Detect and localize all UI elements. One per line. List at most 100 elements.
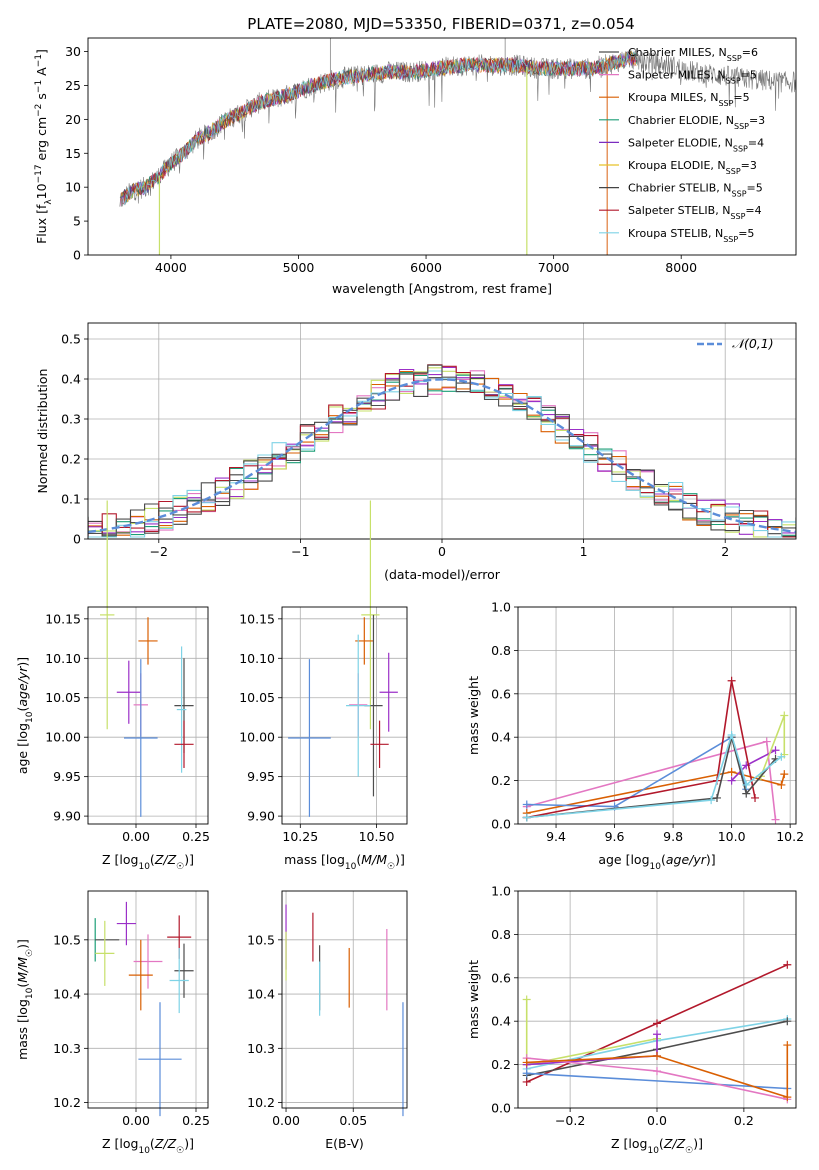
- y-tick-label: 10.15: [239, 611, 275, 626]
- y-axis-label-part: M/M: [15, 957, 30, 983]
- legend-text: Kroupa MILES, N: [628, 91, 718, 104]
- y-tick-label: 0: [73, 532, 81, 547]
- legend-sub: SSP: [733, 144, 748, 153]
- legend-sub: SSP: [734, 121, 749, 130]
- y-axis-label: mass [log10(M/M☉)]: [15, 939, 35, 1060]
- y-tick-label: 10.3: [247, 1041, 275, 1056]
- x-axis-label-part: mass [log: [284, 852, 345, 867]
- y-tick-label: 1.0: [491, 884, 511, 899]
- y-axis-label-part: erg cm: [34, 117, 49, 165]
- x-axis-label-part: 10: [138, 862, 150, 872]
- y-axis-label-part: 10: [25, 987, 35, 999]
- figure-title: PLATE=2080, MJD=53350, FIBERID=0371, z=0…: [247, 15, 634, 33]
- weight-series-1: [526, 771, 786, 814]
- y-tick-label: 0.2: [491, 773, 511, 788]
- y-tick-label: 10.00: [45, 730, 81, 745]
- legend-text: Salpeter STELIB, N: [628, 204, 730, 217]
- legend-text: Salpeter MILES, N: [628, 69, 726, 82]
- legend-text: Chabrier MILES, N: [628, 46, 727, 59]
- x-tick-label: 10.0: [718, 829, 746, 844]
- x-axis-label-part: )]: [184, 852, 194, 867]
- y-tick-label: 0.2: [61, 452, 81, 467]
- spectrum-panel: 4000 5000 6000 7000 8000 0 5 10 15 20 25 30 Chabrier…: [34, 37, 797, 296]
- y-axis-label-part: ]: [34, 49, 49, 54]
- legend-sub: SSP: [730, 212, 745, 221]
- y-axis-label: Flux [fλ10−17 erg cm−2 s−1 A−1]: [34, 49, 54, 244]
- axes-frame: [87, 606, 209, 825]
- x-axis-label-part: Z/Z: [663, 1136, 686, 1151]
- x-tick-label: −2: [150, 544, 168, 559]
- x-tick-label: 0: [438, 544, 446, 559]
- x-axis-label: Z [log10(Z/Z☉)]: [102, 852, 194, 872]
- y-axis-label-part: A: [34, 67, 49, 80]
- legend-text: Chabrier ELODIE, N: [628, 114, 734, 127]
- legend-tail: =5: [747, 182, 763, 195]
- x-tick-label: 0.25: [182, 829, 210, 844]
- weight-marker: [780, 770, 789, 779]
- x-tick-label: 8000: [665, 260, 697, 275]
- y-tick-label: 0.4: [491, 1014, 511, 1029]
- y-tick-label: 0.8: [491, 927, 511, 942]
- age-vs-mass-panel: 10.25 10.50 9.90 9.95 10.00 10.05 10.10 10.15 ma…: [239, 500, 408, 872]
- weight-marker: [783, 1093, 792, 1102]
- y-tick-label: 9.90: [247, 809, 275, 824]
- x-axis-label-part: age [log: [598, 852, 649, 867]
- legend-entry-0: Chabrier MILES, NSSP=6: [628, 46, 758, 63]
- x-axis-label-part: (: [659, 1136, 664, 1151]
- legend-text: Kroupa ELODIE, N: [628, 159, 726, 172]
- axes-frame: [87, 37, 797, 256]
- y-axis-label-part: mass [log: [15, 999, 30, 1060]
- spectrum-model-8: [122, 50, 637, 206]
- y-tick-label: 10.2: [53, 1095, 81, 1110]
- y-tick-label: 0.0: [491, 1101, 511, 1116]
- y-tick-label: 0.1: [61, 492, 81, 507]
- x-tick-label: 0.0: [647, 1113, 667, 1128]
- y-tick-label: 10.3: [53, 1041, 81, 1056]
- x-axis-label: age [log10(age/yr)]: [598, 852, 715, 872]
- y-axis-label-part: 10: [34, 183, 49, 199]
- x-axis-label-part: ☉: [387, 862, 395, 872]
- y-tick-label: 10.5: [247, 932, 275, 947]
- x-tick-label: 1: [580, 544, 588, 559]
- weight-marker: [653, 1051, 661, 1060]
- x-tick-label: 0.25: [182, 1113, 210, 1128]
- spectrum-lines: [119, 38, 796, 255]
- normal-reference-curve: [88, 378, 796, 534]
- y-tick-label: 0.2: [491, 1057, 511, 1072]
- axes-frame: [281, 606, 408, 825]
- y-tick-label: 20: [65, 112, 81, 127]
- legend-tail: =6: [742, 46, 758, 59]
- y-axis-label-part: (: [15, 983, 30, 988]
- x-tick-label: 5000: [283, 260, 315, 275]
- weight-marker: [522, 800, 531, 809]
- y-tick-label: 10.5: [53, 932, 81, 947]
- legend-sub: SSP: [726, 76, 741, 85]
- legend-entry-2: Kroupa MILES, NSSP=5: [628, 91, 750, 108]
- y-tick-label: 9.90: [53, 809, 81, 824]
- weight-marker: [653, 1019, 661, 1028]
- y-tick-label: 10.00: [239, 730, 275, 745]
- y-tick-label: 10.10: [45, 651, 81, 666]
- y-axis-label-part: ☉: [25, 949, 35, 957]
- y-tick-label: 0.8: [491, 643, 511, 658]
- x-axis-label-part: )]: [184, 1136, 194, 1151]
- weight-series-7: [526, 1045, 789, 1099]
- x-axis-label-part: Z [log: [611, 1136, 647, 1151]
- x-axis-label: Z [log10(Z/Z☉)]: [611, 1136, 703, 1156]
- x-tick-label: 9.6: [605, 829, 625, 844]
- weight-marker: [742, 780, 751, 789]
- spectrum-observed: [119, 49, 796, 207]
- weight-marker: [727, 731, 736, 740]
- y-axis-label-part: age [log: [15, 723, 30, 774]
- legend-entry-8: Kroupa STELIB, NSSP=5: [628, 227, 754, 244]
- age-vs-metallicity-panel: 0.00 0.25 9.90 9.95 10.00 10.05 10.10 10.15 Z [l…: [15, 500, 210, 872]
- y-tick-label: 9.95: [53, 769, 81, 784]
- x-axis-label-part: age/yr: [666, 852, 707, 867]
- x-axis-label: mass [log10(M/M☉)]: [284, 852, 405, 872]
- x-tick-label: 2: [721, 544, 729, 559]
- weight-vs-age-panel: 9.4 9.6 9.8 10.0 10.2 0.0 0.2 0.4 0.6 0.8 1.0 age […: [466, 600, 804, 873]
- x-axis-label-part: Z [log: [102, 852, 138, 867]
- axes-frame: [281, 890, 408, 1109]
- x-tick-label: 4000: [155, 260, 187, 275]
